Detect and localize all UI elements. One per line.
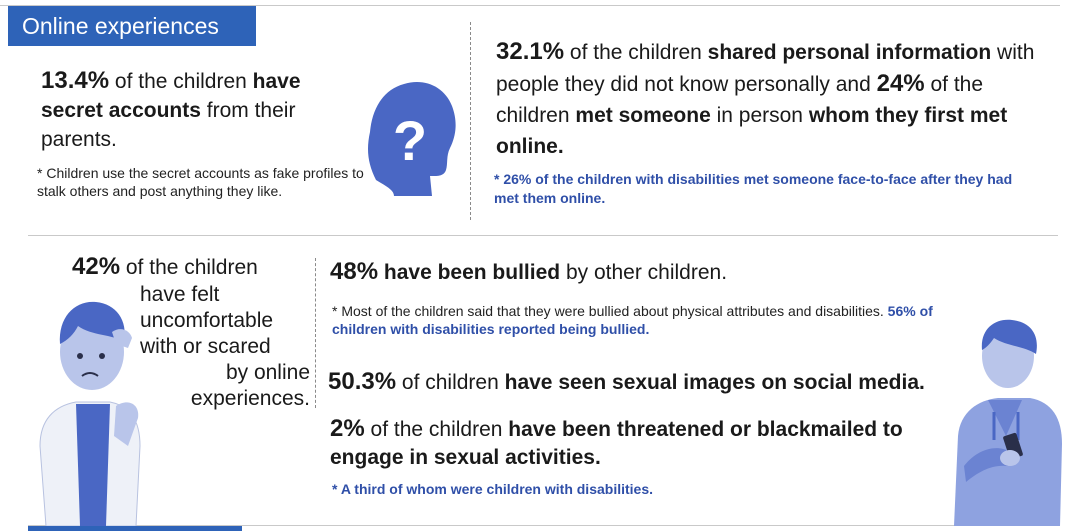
note-shared-info: * 26% of the children with disabilities … bbox=[494, 171, 1013, 206]
stat-uncomfortable-body: have felt uncomfortable with or scared b… bbox=[140, 283, 310, 410]
stat-uncomfortable-head: 42% of the children bbox=[72, 253, 258, 280]
stat-bullied: 48% have been bullied by other children. bbox=[330, 258, 728, 285]
svg-text:?: ? bbox=[393, 109, 427, 172]
divider-bottom bbox=[315, 258, 316, 408]
top-rule bbox=[0, 5, 1060, 6]
note-threatened: * A third of whom were children with dis… bbox=[332, 481, 654, 497]
stat-shared-info: 32.1% of the children shared personal in… bbox=[496, 38, 1035, 158]
section-title: Online experiences bbox=[8, 6, 256, 46]
next-section-tab bbox=[28, 526, 242, 531]
stat-sexual-images: 50.3% of children have seen sexual image… bbox=[328, 368, 925, 395]
question-head-icon: ? bbox=[368, 82, 456, 196]
note-secret-accounts: * Children use the secret accounts as fa… bbox=[37, 165, 364, 199]
divider-middle bbox=[28, 235, 1058, 236]
worried-child-icon bbox=[39, 301, 141, 526]
note-bullied: * Most of the children said that they we… bbox=[332, 303, 933, 337]
stat-secret-accounts: 13.4% of the children have secret accoun… bbox=[41, 67, 301, 151]
divider-top bbox=[470, 22, 471, 220]
stat-threatened: 2% of the children have been threatened … bbox=[330, 415, 903, 469]
bottom-rule bbox=[28, 525, 1058, 526]
teen-phone-icon bbox=[954, 319, 1062, 526]
